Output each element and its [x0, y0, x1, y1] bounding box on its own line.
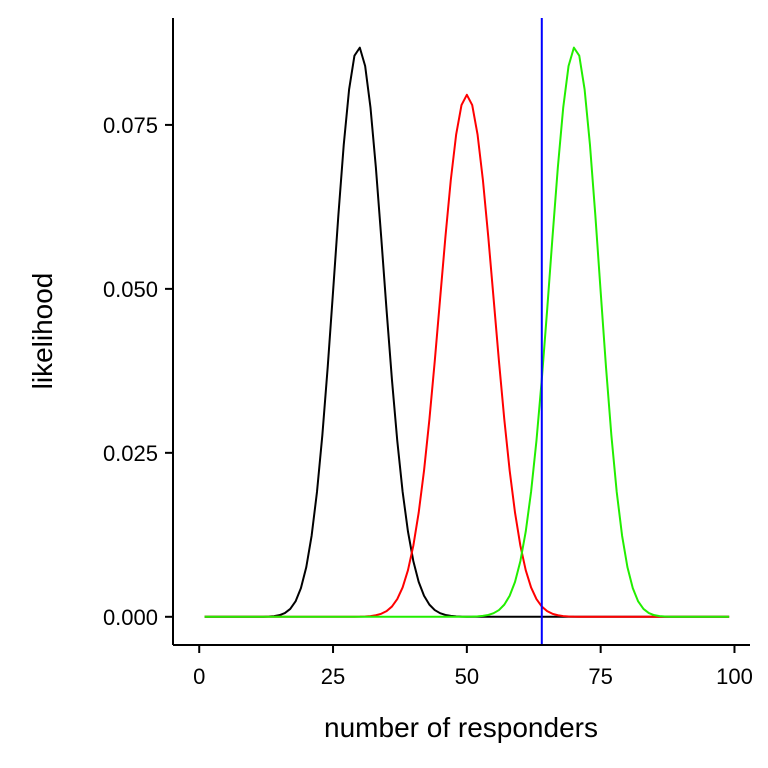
series-line-2 — [204, 46, 730, 618]
x-tick-label: 0 — [193, 664, 205, 689]
y-tick-label: 0.000 — [103, 605, 158, 630]
y-tick-label: 0.050 — [103, 277, 158, 302]
x-tick-label: 75 — [588, 664, 612, 689]
y-axis-ticks: 0.000 0.025 0.050 0.075 — [103, 113, 173, 630]
y-tick-label: 0.025 — [103, 441, 158, 466]
x-tick-label: 50 — [455, 664, 479, 689]
y-axis-title: likelihood — [27, 273, 58, 390]
x-axis-title: number of responders — [324, 712, 598, 743]
x-axis-ticks: 0 25 50 75 100 — [193, 645, 753, 689]
plot-area — [204, 18, 730, 645]
x-tick-label: 25 — [321, 664, 345, 689]
x-tick-label: 100 — [716, 664, 753, 689]
series-line-1 — [204, 93, 730, 618]
axes: 0 25 50 75 100 0.000 0.025 0.050 0.075 — [103, 18, 753, 689]
series-line-0 — [204, 46, 730, 618]
y-tick-label: 0.075 — [103, 113, 158, 138]
